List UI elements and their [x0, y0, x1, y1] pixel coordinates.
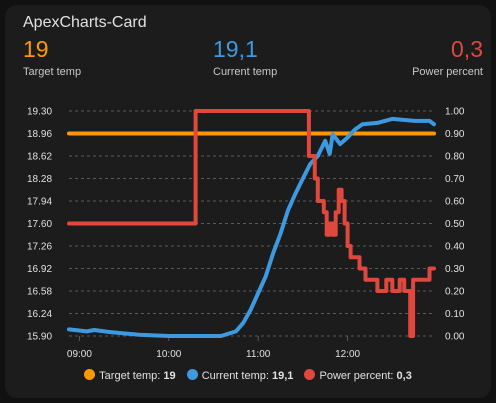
x-tick-label: 11:00	[246, 349, 271, 360]
power-percent-value: 0,3	[451, 36, 483, 62]
y-right-tick-label: 0.50	[445, 219, 465, 230]
x-tick-label: 09:00	[67, 349, 92, 360]
y-right-tick-label: 0.20	[445, 287, 465, 298]
legend-item-current-temp[interactable]: Current temp: 19,1	[186, 369, 294, 382]
series-line-power-percent	[67, 109, 436, 338]
legend-item-power-percent[interactable]: Power percent: 0,3	[304, 369, 412, 382]
y-left-tick-label: 16.92	[27, 264, 52, 275]
chart-legend: Target temp: 19 Current temp: 19,1 Power…	[5, 369, 491, 382]
legend-value-target-temp: 19	[163, 370, 176, 382]
x-tick-label: 10:00	[156, 349, 181, 360]
y-right-tick-label: 0.00	[445, 332, 465, 343]
y-left-tick-label: 15.90	[27, 332, 52, 343]
series-line-current-temp	[67, 116, 436, 338]
y-left-tick-label: 16.58	[27, 287, 52, 298]
y-right-tick-label: 0.80	[445, 152, 465, 163]
y-right-tick-label: 0.90	[445, 129, 465, 140]
y-left-tick-label: 19.30	[27, 107, 52, 118]
y-right-tick-label: 0.30	[445, 264, 465, 275]
apexcharts-card: ApexCharts-Card 19 Target temp 19,1 Curr…	[5, 5, 491, 398]
target-temp-label: Target temp	[23, 66, 82, 78]
y-left-tick-label: 17.94	[27, 197, 52, 208]
y-left-tick-label: 16.24	[27, 309, 52, 320]
current-temp-label: Current temp	[213, 66, 278, 78]
current-temp-value: 19,1	[213, 36, 258, 62]
y-left-tick-label: 17.60	[27, 219, 52, 230]
legend-item-target-temp[interactable]: Target temp: 19	[84, 369, 176, 382]
chart-series	[67, 109, 436, 338]
legend-marker-target-temp	[84, 369, 96, 380]
legend-value-current-temp: 19,1	[272, 370, 294, 382]
y-right-tick-label: 0.70	[445, 174, 465, 185]
y-left-tick-label: 18.96	[27, 129, 52, 140]
legend-marker-power-percent	[304, 369, 316, 380]
y-right-tick-label: 1.00	[445, 107, 465, 118]
y-left-tick-label: 17.26	[27, 242, 52, 253]
legend-label-target-temp: Target temp:	[99, 370, 161, 382]
header-current-temp: 19,1 Current temp	[213, 35, 277, 78]
power-percent-label: Power percent	[412, 66, 483, 78]
header-target-temp: 19 Target temp	[23, 35, 81, 78]
line-chart[interactable]: 19.30 1.00 18.96 0.90 18.62 0.80 18.28 0.70 17.9…	[5, 5, 491, 398]
y-left-tick-label: 18.28	[27, 174, 52, 185]
legend-label-power-percent: Power percent:	[319, 370, 394, 382]
x-tick-label: 12:00	[335, 349, 360, 360]
card-title: ApexCharts-Card	[23, 14, 147, 31]
y-right-tick-label: 0.60	[445, 197, 465, 208]
header-power-percent: 0,3 Power percent	[412, 35, 483, 78]
target-temp-value: 19	[23, 36, 49, 62]
chart-axes: 19.30 1.00 18.96 0.90 18.62 0.80 18.28 0.70 17.9…	[27, 107, 465, 361]
legend-marker-current-temp	[186, 369, 198, 380]
y-right-tick-label: 0.10	[445, 309, 465, 320]
legend-label-current-temp: Current temp:	[201, 370, 269, 382]
y-left-tick-label: 18.62	[27, 152, 52, 163]
y-right-tick-label: 0.40	[445, 242, 465, 253]
legend-value-power-percent: 0,3	[396, 370, 412, 382]
